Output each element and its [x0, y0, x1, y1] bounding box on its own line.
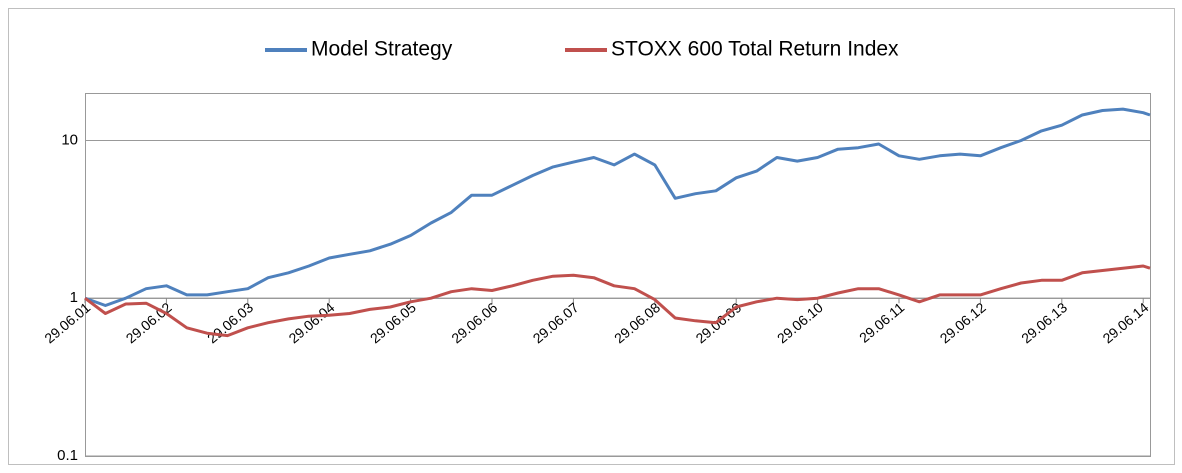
legend-label: Model Strategy — [311, 38, 453, 61]
y-tick-label: 10 — [61, 131, 78, 148]
series-line — [84, 107, 1151, 307]
y-tick-label: 0.1 — [57, 447, 78, 464]
y-tick-label: 1 — [70, 289, 78, 306]
series-line — [84, 264, 1151, 338]
legend-label: STOXX 600 Total Return Index — [611, 38, 899, 61]
chart-border — [8, 8, 1175, 465]
